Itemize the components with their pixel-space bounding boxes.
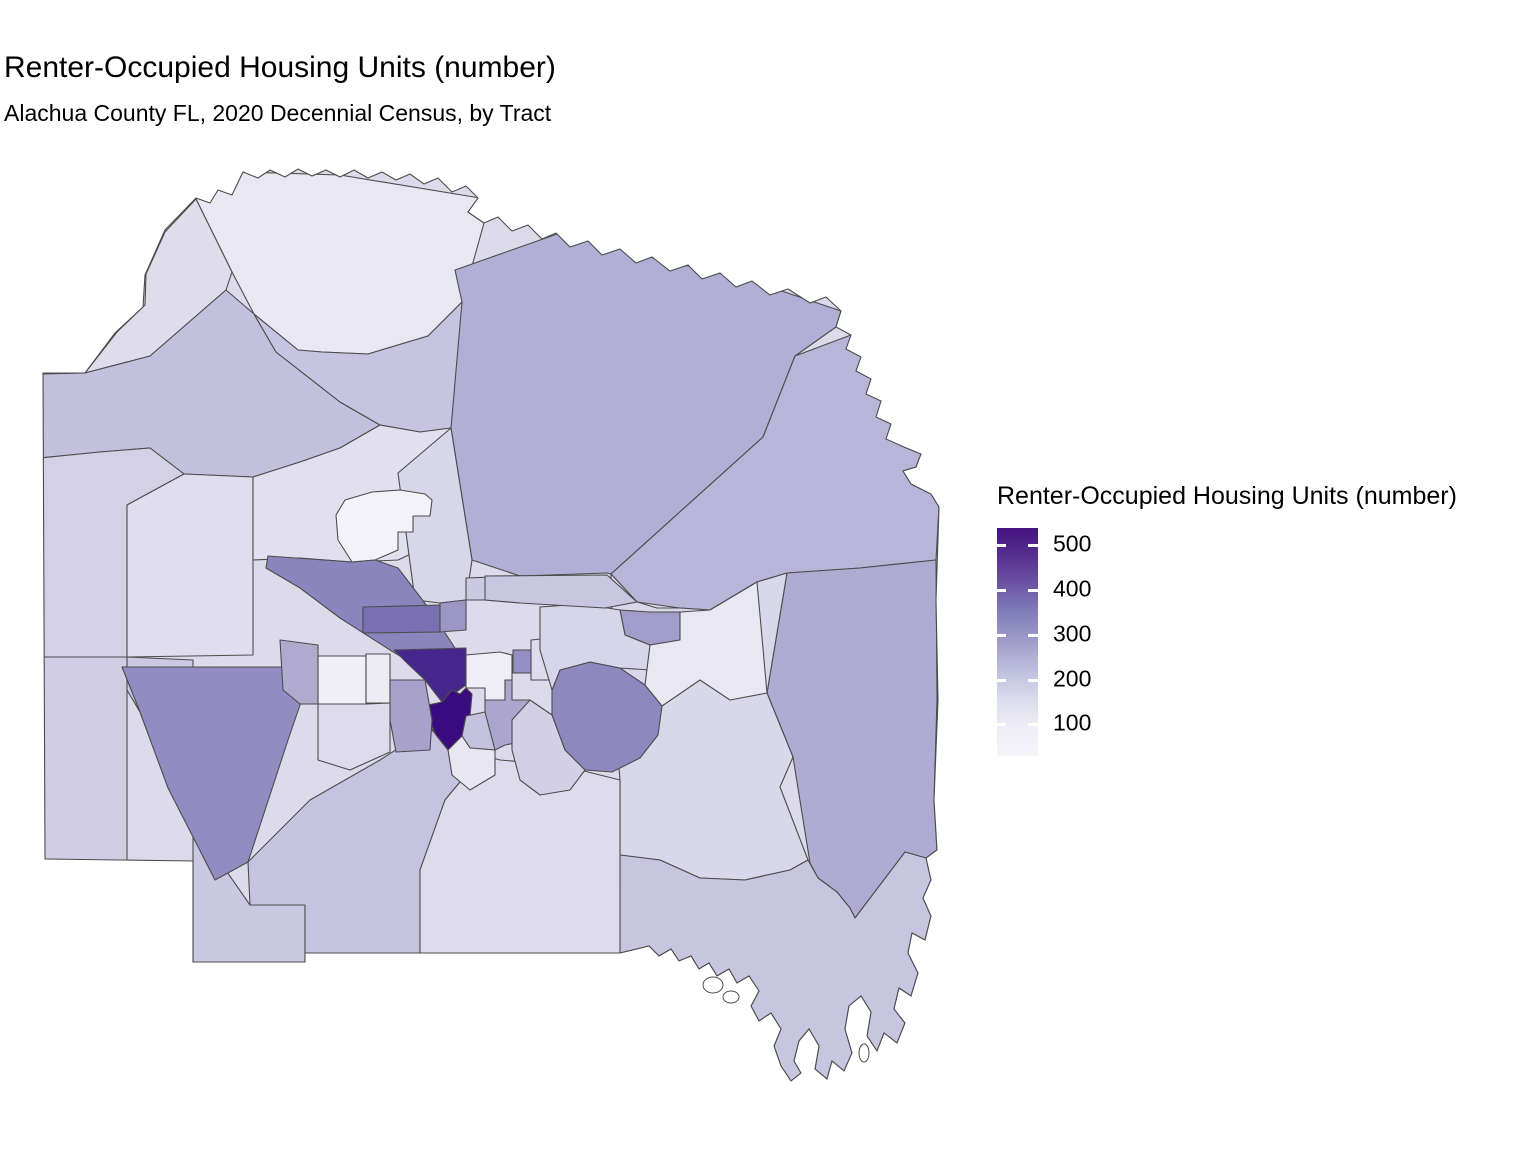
tract-white-rect-2 <box>365 653 391 704</box>
tract-band-med <box>439 599 467 633</box>
legend-bar: 500 400 300 200 100 <box>997 528 1091 756</box>
tract-g-east-light <box>644 581 768 707</box>
tract-south-jagged <box>619 851 932 1081</box>
tract-strip-m <box>279 639 319 705</box>
legend-title: Renter-Occupied Housing Units (number) <box>997 482 1457 510</box>
county-outline <box>42 168 940 1082</box>
tract-left-bottom <box>43 656 128 862</box>
tract-left-tall-light <box>126 473 254 658</box>
legend-tick-mark <box>997 679 1006 682</box>
legend-tick-label: 500 <box>1053 530 1092 557</box>
tract-mid-square <box>389 679 433 753</box>
tract-downtown-5 <box>447 735 496 791</box>
legend-tick-label: 400 <box>1053 575 1092 602</box>
tract-g-ne-2 <box>539 603 651 691</box>
tract-band-dark <box>362 604 441 634</box>
page-title: Renter-Occupied Housing Units (number) <box>4 51 556 84</box>
tracts-layer <box>43 169 939 1081</box>
tract-downtown-2 <box>512 649 532 674</box>
legend-tick-mark <box>997 544 1006 547</box>
lake <box>722 990 740 1004</box>
tract-s-gainesville-2 <box>511 699 586 796</box>
legend-tick-mark <box>1028 679 1038 682</box>
tract-white-blob <box>335 489 433 563</box>
tract-below-white-rects <box>317 702 391 771</box>
legend-gradient-bar <box>997 528 1038 756</box>
page-subtitle: Alachua County FL, 2020 Decennial Census… <box>4 100 552 126</box>
legend-tick-label: 100 <box>1053 709 1092 736</box>
legend-tick-mark <box>1028 723 1038 726</box>
legend-tick-mark <box>1028 589 1038 592</box>
legend-tick-mark <box>997 634 1006 637</box>
legend-tick-label: 300 <box>1053 620 1092 647</box>
legend-tick-label: 200 <box>1053 665 1092 692</box>
legend: Renter-Occupied Housing Units (number) 5… <box>997 482 1536 756</box>
legend-tick-mark <box>997 589 1006 592</box>
tract-darkest-blob <box>427 687 473 751</box>
legend-tick-mark <box>997 723 1006 726</box>
legend-tick-mark <box>1028 544 1038 547</box>
legend-tick-mark <box>1028 634 1038 637</box>
lake <box>702 976 724 994</box>
tract-ne-strip <box>484 574 638 609</box>
lake <box>858 1043 870 1063</box>
lakes-layer <box>702 976 870 1063</box>
tract-white-rect-1 <box>317 655 367 705</box>
